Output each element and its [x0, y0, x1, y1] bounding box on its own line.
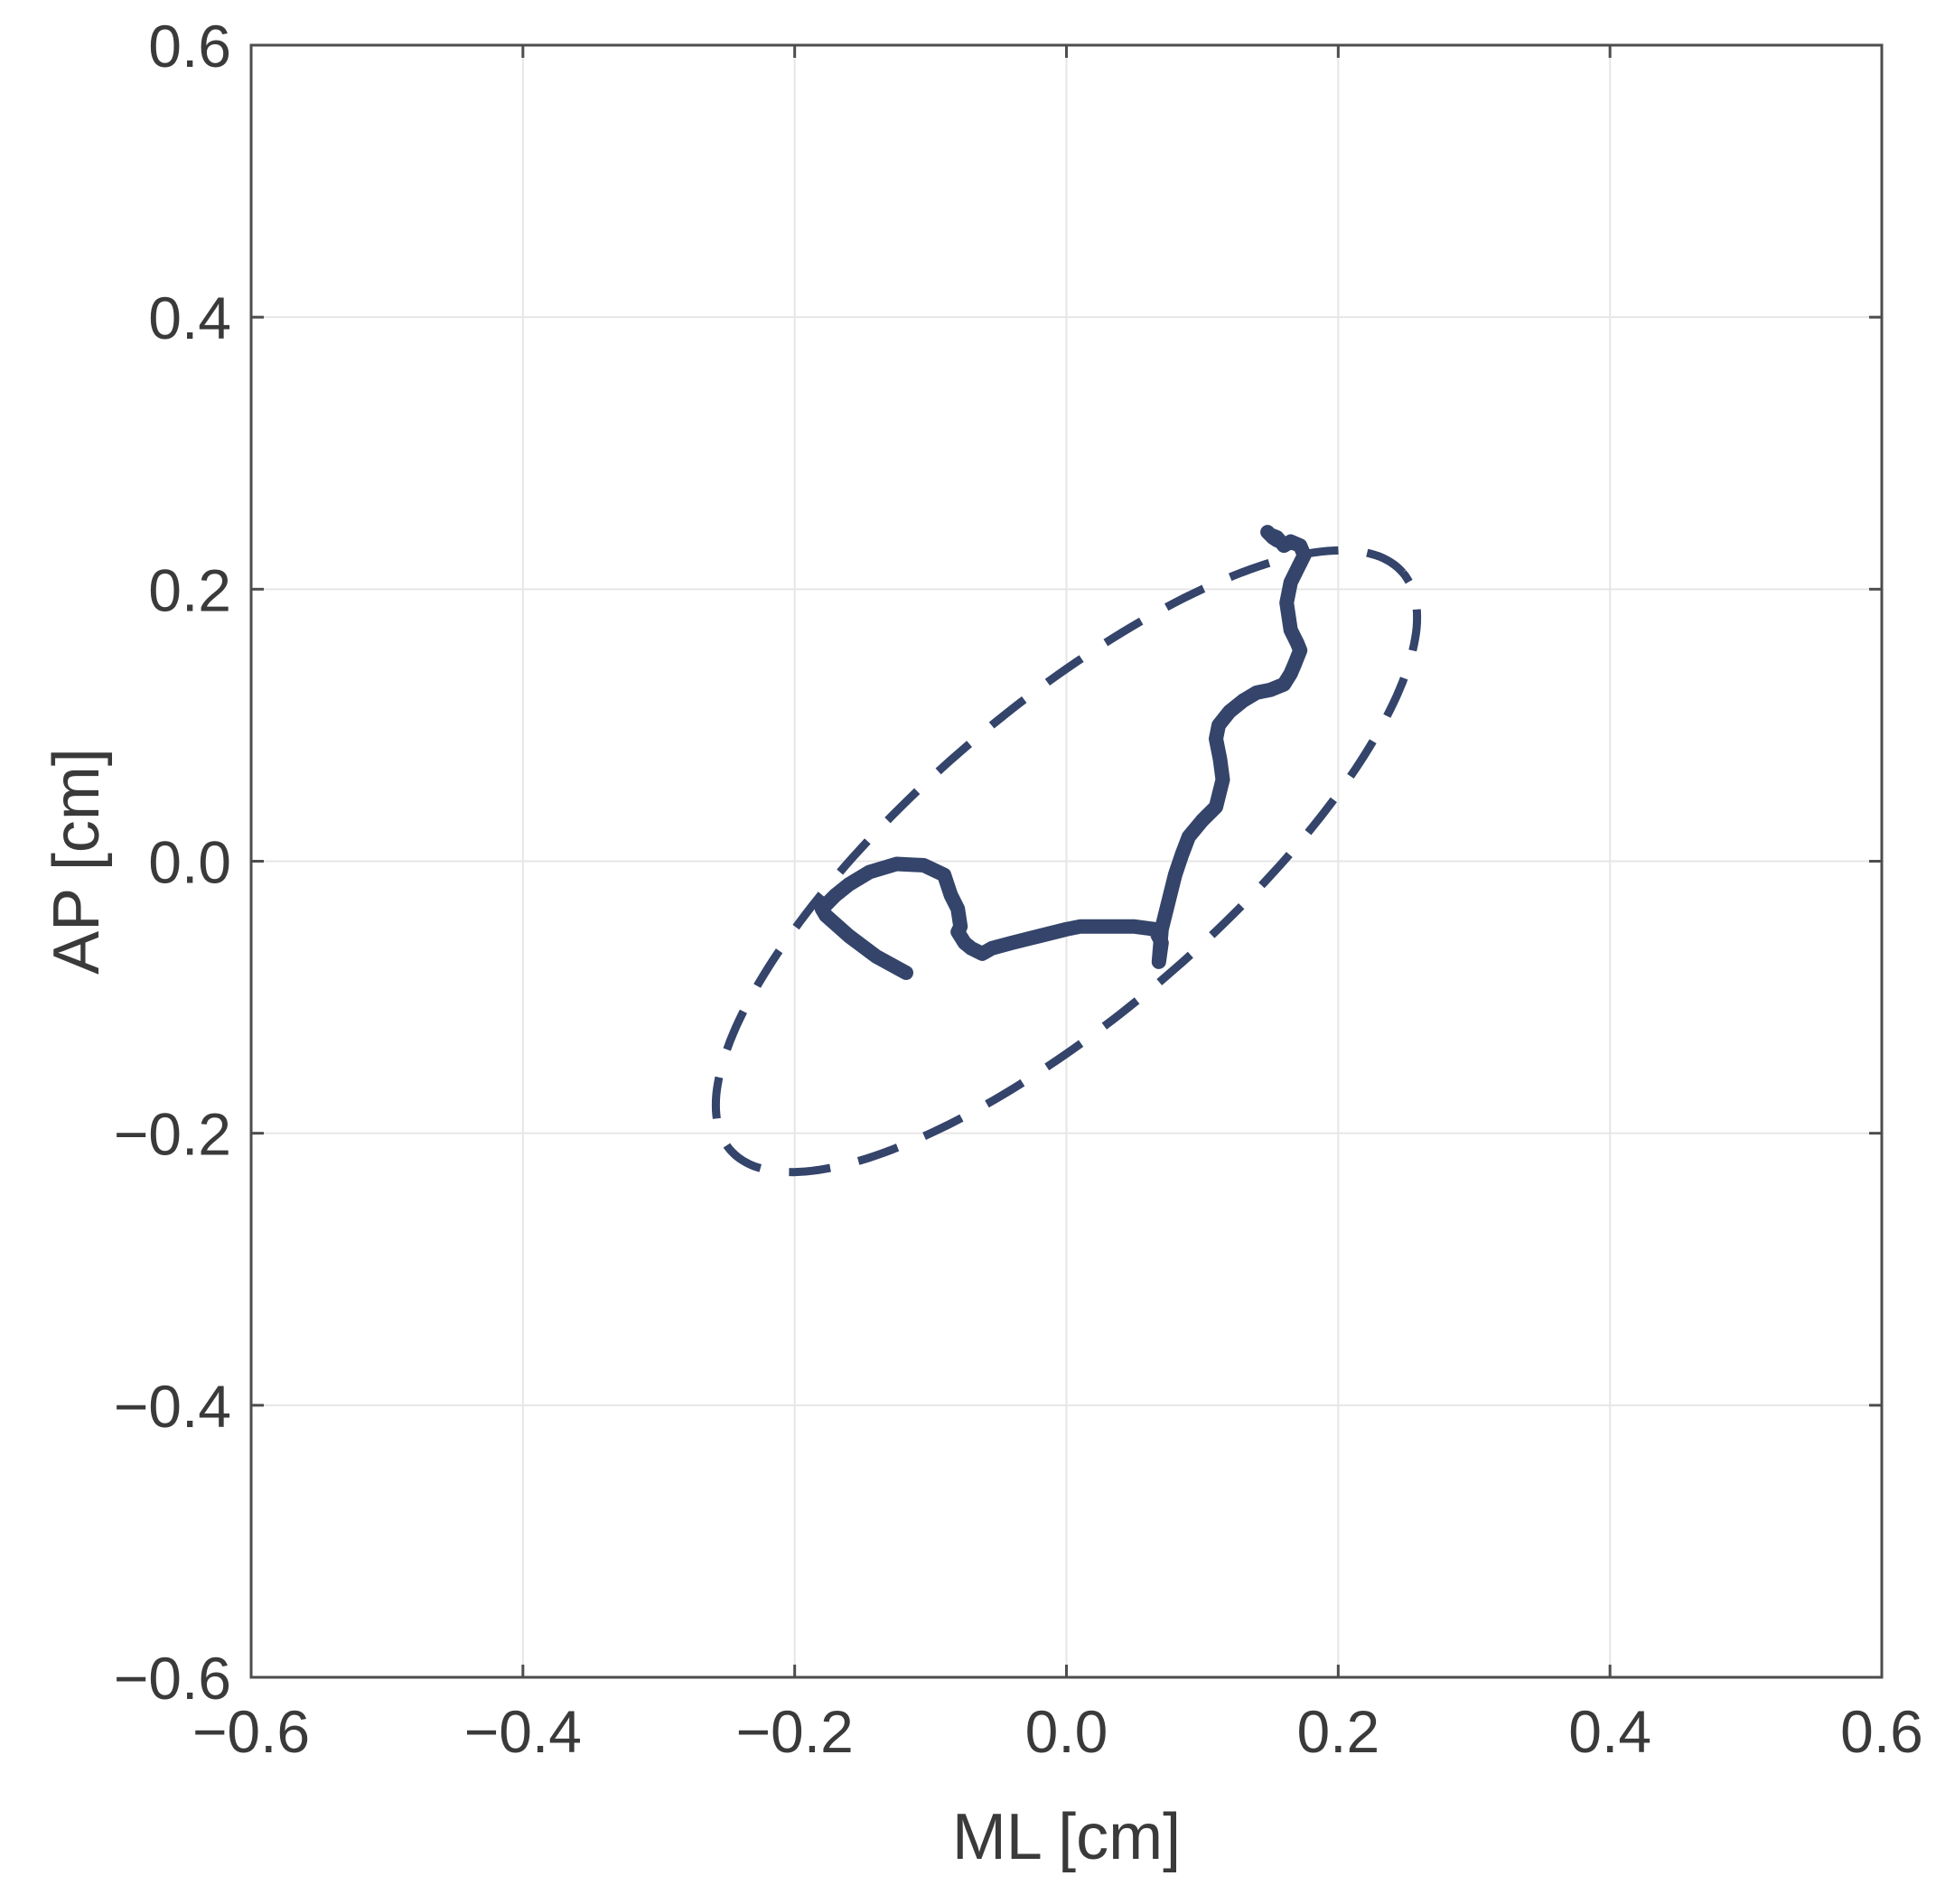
- x-tick-label: 0.0: [1025, 1698, 1108, 1765]
- y-tick-label: −0.2: [114, 1101, 231, 1168]
- x-tick-label: −0.6: [192, 1698, 310, 1765]
- y-tick-label: 0.2: [148, 556, 231, 623]
- y-tick-labels: −0.6 −0.4 −0.2 0.0 0.2 0.4 0.6: [114, 13, 231, 1712]
- tick-marks: [249, 43, 1884, 1679]
- trajectory-series-0: [814, 525, 1312, 980]
- x-tick-label: −0.4: [464, 1698, 582, 1765]
- y-tick-label: 0.0: [148, 829, 231, 896]
- x-tick-label: 0.4: [1568, 1698, 1651, 1765]
- y-tick-label: −0.6: [114, 1645, 231, 1712]
- x-tick-label: 0.6: [1840, 1698, 1923, 1765]
- y-tick-label: −0.4: [114, 1373, 231, 1440]
- y-tick-label: 0.4: [148, 285, 231, 351]
- x-tick-label: −0.2: [736, 1698, 854, 1765]
- grid-lines: [250, 44, 1883, 1678]
- x-tick-labels: −0.6 −0.4 −0.2 0.0 0.2 0.4 0.6: [192, 1698, 1923, 1765]
- x-tick-label: 0.2: [1296, 1698, 1379, 1765]
- y-tick-label: 0.6: [148, 13, 231, 79]
- confidence-ellipse-series-1: [711, 546, 1422, 1177]
- x-axis-label: ML [cm]: [952, 1801, 1181, 1873]
- y-axis-label: AP [cm]: [41, 748, 113, 975]
- plot-series: [711, 525, 1422, 1177]
